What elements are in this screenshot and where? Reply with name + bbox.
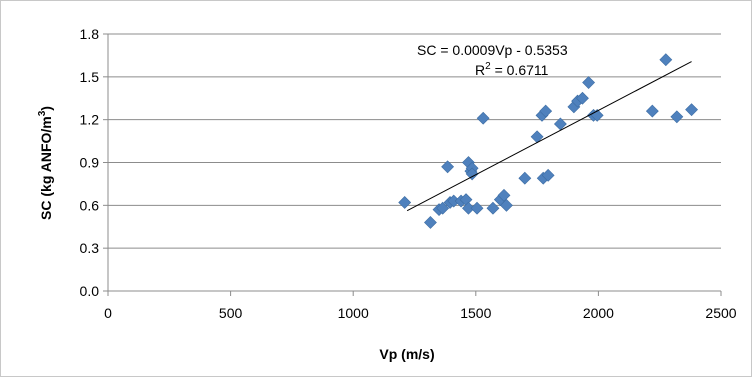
data-point [685, 103, 699, 117]
data-point [398, 196, 412, 209]
axes [103, 33, 722, 296]
y-tick-label: 0.3 [80, 240, 100, 256]
y-tick-label: 1.5 [80, 69, 100, 85]
data-point [441, 160, 455, 174]
x-tick-label: 0 [104, 305, 112, 321]
x-tick-label: 2000 [583, 305, 614, 321]
x-tick-label: 1000 [338, 305, 369, 321]
r-squared-label: R2 = 0.6711 [475, 61, 549, 78]
x-tick-labels: 0 500 1000 1500 2000 2500 [104, 305, 737, 321]
data-point [500, 198, 513, 212]
y-tick-label: 0.9 [80, 155, 100, 171]
x-tick-label: 2500 [705, 305, 736, 321]
data-point [530, 130, 544, 144]
data-point [659, 53, 673, 67]
y-tick-label: 1.2 [80, 112, 100, 128]
data-point [476, 111, 490, 125]
y-tick-label: 0.0 [80, 283, 100, 299]
x-tick-label: 1500 [460, 305, 491, 321]
x-tick-label: 500 [219, 305, 243, 321]
data-point [645, 104, 659, 118]
y-tick-label: 0.6 [80, 197, 100, 213]
y-tick-labels: 0.0 0.3 0.6 0.9 1.2 1.5 1.8 [80, 26, 100, 299]
data-point [576, 91, 589, 105]
data-point [518, 171, 532, 185]
data-point [497, 188, 511, 202]
x-axis-title: Vp (m/s) [379, 346, 434, 362]
data-point [465, 167, 479, 181]
data-point [470, 201, 484, 215]
data-points [398, 53, 699, 229]
gridlines [108, 33, 721, 249]
trendline [406, 61, 692, 212]
data-point [582, 76, 596, 89]
data-point [424, 216, 437, 229]
data-point [486, 201, 500, 215]
data-point [436, 201, 450, 215]
data-point [462, 201, 475, 215]
data-point [539, 104, 553, 118]
y-tick-label: 1.8 [80, 26, 100, 42]
data-point [670, 110, 684, 124]
data-point [541, 168, 555, 182]
trendline-equation: SC = 0.0009Vp - 0.5353 [417, 42, 568, 58]
y-axis-title: SC (kg ANFO/m3) [37, 106, 54, 220]
